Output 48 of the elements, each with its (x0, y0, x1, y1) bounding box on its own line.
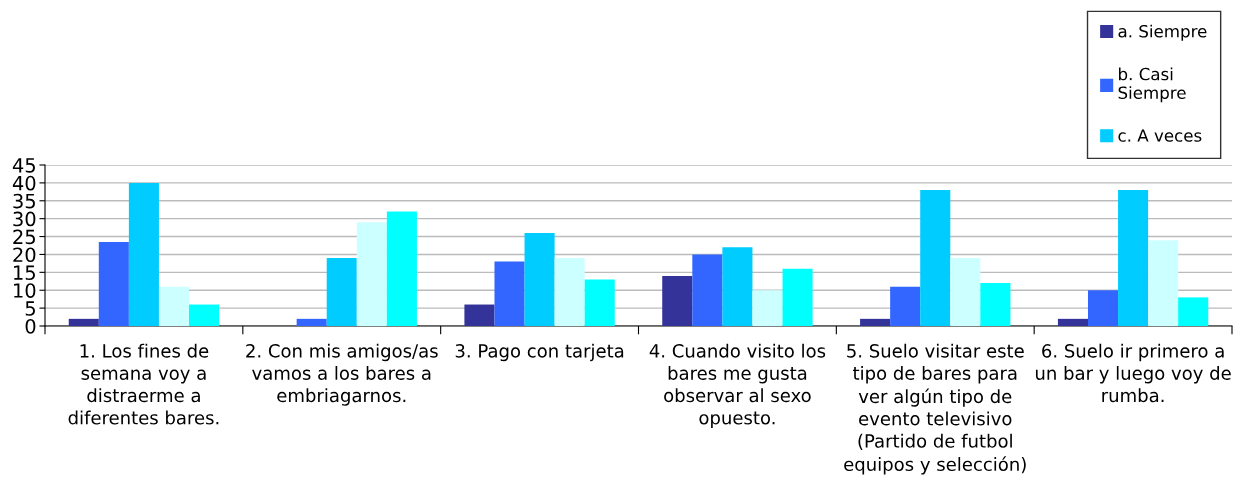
bar (860, 318, 891, 326)
x-tick-label: 4. Cuando visito los bares me gusta observar al sexo opuesto. (649, 343, 826, 429)
x-tick-label: 1. Los fines de semana voy a distraerme a diferentes bares. (68, 343, 219, 425)
legend-label: c. A veces (1118, 129, 1202, 142)
bar (464, 304, 495, 326)
bar (980, 283, 1011, 326)
y-tick-label: 35 (13, 193, 35, 209)
bar (189, 304, 220, 326)
bar (662, 275, 693, 326)
bar (692, 254, 723, 326)
bar (1178, 297, 1209, 326)
x-tick-label: 6. Suelo ir primero a un bar y luego voy de rumba. (1035, 343, 1231, 403)
bar (1148, 240, 1179, 326)
bar (920, 190, 951, 326)
bar (524, 232, 555, 326)
y-tick-label: 10 (14, 283, 36, 298)
bar (98, 241, 129, 326)
bar (68, 318, 99, 326)
bar (554, 258, 585, 326)
bar (752, 290, 783, 326)
y-tick-label: 45 (12, 158, 35, 173)
bar (296, 318, 327, 326)
bar (386, 211, 417, 326)
bar (494, 261, 525, 326)
y-tick-label: 40 (12, 175, 36, 191)
y-tick-label: 25 (13, 229, 35, 245)
bar (326, 258, 357, 326)
legend-label: a. Siempre (1118, 24, 1207, 41)
y-tick-label: 5 (25, 301, 35, 316)
bar (782, 268, 813, 326)
bar (1118, 190, 1149, 326)
y-tick-label: 30 (13, 211, 36, 227)
bar (158, 286, 190, 326)
bar (950, 258, 981, 326)
x-tick-label: 3. Pago con tarjeta (455, 343, 624, 362)
y-tick-label: 20 (13, 247, 36, 263)
y-tick-label: 0 (25, 318, 36, 334)
y-tick-label: 15 (14, 265, 35, 280)
legend-label: b. Casi Siempre (1118, 67, 1186, 103)
bar (890, 286, 921, 326)
bar (128, 182, 159, 326)
bar (584, 279, 615, 326)
x-tick-label: 2. Con mis amigos/as vamos a los bares a embriagarnos. (246, 343, 438, 406)
bar (1087, 290, 1119, 326)
bar (1057, 318, 1088, 326)
x-tick-label: 5. Suelo visitar este tipo de bares para ver algún tipo de evento televisivo (Partido de futbol equipos y selección) (844, 343, 1026, 475)
bar (722, 247, 753, 326)
bar (356, 222, 387, 326)
